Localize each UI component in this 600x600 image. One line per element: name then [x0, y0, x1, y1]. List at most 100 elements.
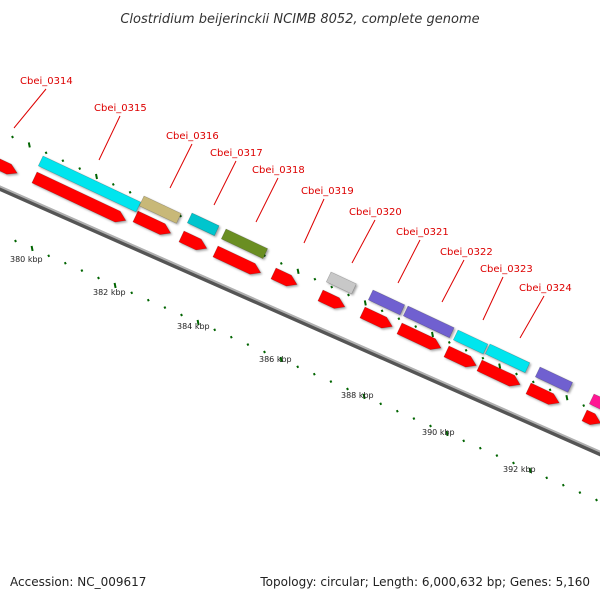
gene-label-leader — [351, 219, 376, 264]
map-title: Clostridium beijerinckii NCIMB 8052, com… — [120, 12, 479, 27]
gene-label-leader — [98, 115, 121, 161]
gene-label-leader — [482, 276, 504, 321]
gene-block — [138, 195, 182, 224]
ruler-tick — [545, 476, 549, 480]
ruler-tick — [347, 293, 350, 297]
gene-label-leader — [255, 177, 279, 223]
gene-label-leader — [397, 239, 421, 284]
cds-arrow — [317, 289, 346, 309]
ruler-tick — [246, 343, 250, 347]
gene-label-leader — [519, 295, 545, 339]
ruler-label: 390 kbp — [422, 428, 455, 437]
ruler-tick — [498, 363, 502, 369]
gene-label: Cbei_0321 — [396, 227, 449, 238]
ruler-tick — [196, 319, 200, 326]
ruler-labels: 380 kbp 382 kbp 384 kbp 386 kbp 388 kbp 390 k… — [10, 255, 536, 474]
ruler-tick — [330, 285, 334, 289]
gene-label: Cbei_0316 — [166, 131, 219, 142]
gene-block — [325, 271, 357, 295]
ruler-tick — [481, 356, 485, 360]
ruler-tick — [97, 276, 100, 280]
ruler-tick — [312, 372, 316, 376]
gene-label-leader — [13, 88, 47, 129]
ruler-tick — [44, 151, 48, 155]
ruler-tick — [515, 372, 518, 376]
ruler-tick — [313, 277, 317, 281]
cds-arrow — [31, 171, 127, 223]
ruler-tick — [464, 348, 468, 352]
ruler-tick — [180, 313, 183, 317]
ruler-tick — [528, 467, 532, 474]
ruler-tick — [447, 340, 451, 344]
cds-arrow — [476, 359, 521, 387]
ruler-tick — [229, 335, 233, 339]
cds-arrow — [359, 306, 393, 329]
gene-label-leader — [169, 143, 193, 189]
ruler-tick — [78, 167, 82, 171]
ruler-tick — [412, 417, 416, 421]
ruler-tick — [47, 254, 51, 258]
gene-label: Cbei_0319 — [301, 186, 354, 197]
ruler-tick — [27, 142, 31, 148]
cds-arrow — [0, 158, 18, 175]
gene-label: Cbei_0322 — [440, 247, 493, 258]
ruler-tick — [63, 261, 67, 265]
ruler-tick — [431, 331, 434, 338]
gene-label: Cbei_0314 — [20, 76, 73, 87]
ruler-label: 384 kbp — [177, 322, 210, 331]
ruler-tick — [95, 173, 98, 180]
gene-block — [220, 228, 268, 259]
ruler-tick — [548, 388, 552, 392]
ruler-tick — [363, 300, 367, 306]
ruler-tick — [362, 393, 366, 400]
ruler-label: 380 kbp — [10, 255, 43, 264]
cds-arrow — [525, 382, 560, 405]
ruler-tick — [61, 159, 65, 163]
ruler-tick — [495, 454, 499, 458]
ruler-tick — [11, 135, 14, 139]
gene-block — [534, 366, 573, 393]
ruler-tick — [395, 409, 399, 413]
cds-arrow — [396, 322, 442, 350]
genome-backbone — [0, 185, 600, 457]
ruler-tick — [130, 291, 134, 295]
ruler-tick — [429, 424, 432, 428]
gene-label: Cbei_0318 — [252, 165, 305, 176]
gene-label: Cbei_0320 — [349, 207, 402, 218]
ruler-tick — [512, 461, 515, 465]
gene-label: Cbei_0315 — [94, 103, 147, 114]
gene-features — [0, 155, 600, 426]
backbone-line — [0, 185, 600, 453]
cds-arrow — [443, 345, 477, 368]
ruler-tick — [296, 365, 300, 369]
gene-block — [402, 305, 455, 339]
gene-block — [367, 289, 406, 316]
gene-label: Cbei_0324 — [519, 283, 572, 294]
ruler-tick — [113, 282, 117, 289]
ruler-label: 386 kbp — [259, 355, 292, 364]
gene-block — [452, 329, 489, 355]
ruler-tick — [296, 268, 300, 274]
ruler-tick — [111, 182, 115, 186]
gene-block — [37, 155, 142, 213]
ruler-tick — [279, 261, 283, 265]
ruler-tick — [379, 402, 383, 406]
cds-arrow — [270, 267, 298, 287]
ruler-tick — [346, 387, 349, 391]
cds-arrow — [212, 245, 262, 275]
ruler-tick — [30, 245, 34, 252]
gene-label-leader — [213, 160, 237, 206]
gene-block — [484, 343, 531, 374]
ruler-tick — [414, 325, 418, 329]
ruler-tick — [14, 239, 17, 243]
gene-label: Cbei_0317 — [210, 148, 263, 159]
ruler-tick — [263, 350, 266, 354]
ruler-label: 388 kbp — [341, 391, 374, 400]
ruler-tick — [565, 395, 569, 401]
gene-block — [186, 212, 220, 237]
ruler-tick — [380, 309, 384, 313]
ruler-tick — [279, 356, 283, 363]
ruler-tick — [146, 298, 150, 302]
gene-label: Cbei_0323 — [480, 264, 533, 275]
